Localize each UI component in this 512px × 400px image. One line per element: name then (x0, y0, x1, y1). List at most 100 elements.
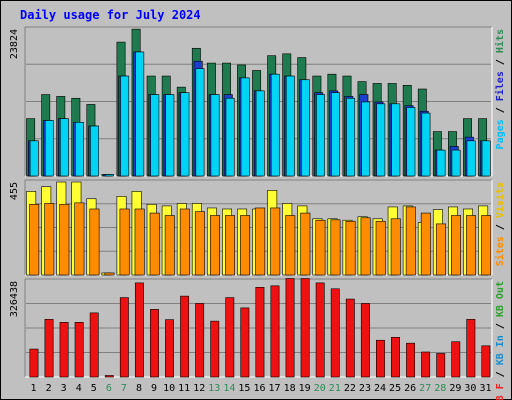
y-axis-max-label-mid: 455 (9, 182, 20, 200)
bar-kb-f-day-6 (104, 375, 114, 378)
bar-pages-day-9 (150, 94, 160, 177)
bar-sites-day-16 (255, 207, 266, 276)
panel-top: 23824 Pages / Files / Hits (9, 26, 506, 177)
bar-sites-day-17 (270, 207, 281, 276)
bar-kb-f-day-10 (165, 319, 174, 378)
bar-kb-f-day-18 (285, 278, 295, 378)
bar-sites-day-5 (89, 208, 100, 276)
bar-sites-day-14 (225, 215, 235, 276)
bar-kb-f-day-19 (300, 278, 310, 378)
bar-sites-day-7 (119, 208, 130, 276)
bar-sites-day-24 (375, 220, 386, 276)
bar-pages-day-24 (376, 103, 386, 177)
bar-kb-f-day-27 (421, 351, 431, 378)
bar-sites-day-31 (481, 215, 492, 276)
bar-pages-day-8 (135, 51, 145, 177)
bar-pages-day-17 (270, 73, 280, 177)
bar-sites-day-1 (29, 203, 40, 276)
legend-entry: / (495, 218, 506, 236)
bar-kb-f-day-15 (240, 307, 250, 378)
x-tick-label: 16 (253, 383, 265, 394)
legend-top: Pages / Files / Hits (494, 29, 506, 149)
bar-kb-f-day-25 (391, 336, 400, 378)
x-tick-label: 20 (314, 383, 326, 394)
bar-sites-day-29 (451, 215, 461, 276)
x-tick-label: 17 (269, 383, 281, 394)
bar-pages-day-22 (346, 97, 356, 177)
bar-kb-f-day-20 (315, 282, 325, 378)
panel-mid: 455 Sites / Visits (9, 179, 506, 276)
x-tick-label: 26 (404, 383, 416, 394)
bar-kb-f-day-8 (134, 282, 144, 378)
x-tick-label: 23 (359, 383, 371, 394)
bar-kb-f-day-11 (180, 295, 190, 378)
x-tick-label: 9 (151, 383, 157, 394)
bar-pages-day-12 (195, 68, 205, 177)
chart-title: Daily usage for July 2024 (20, 8, 201, 22)
bar-pages-day-19 (300, 79, 310, 177)
bar-sites-day-18 (285, 215, 296, 276)
legend-entry: KB F (495, 383, 506, 400)
legend-entry: KB Out (495, 281, 506, 317)
legend-entry: Hits (494, 29, 506, 53)
legend-entry: Files (494, 71, 506, 101)
x-tick-label: 19 (299, 383, 311, 394)
x-tick-label: 18 (284, 383, 296, 394)
x-tick-label: 4 (76, 383, 82, 394)
bar-sites-day-8 (134, 208, 145, 276)
bar-sites-day-22 (345, 220, 356, 276)
legend-mid: Sites / Visits (494, 182, 506, 266)
bar-kb-f-day-23 (360, 303, 370, 378)
bar-sites-day-19 (300, 212, 311, 276)
bar-kb-f-day-30 (466, 319, 476, 378)
bar-sites-day-6 (104, 272, 115, 276)
bar-pages-day-6 (105, 174, 115, 177)
legend-bot: KB F / KB In / KB Out (495, 281, 506, 400)
bar-sites-day-28 (435, 223, 446, 276)
x-tick-label: 27 (419, 383, 431, 394)
bar-sites-day-20 (315, 219, 326, 276)
x-tick-label: 31 (479, 383, 491, 394)
x-tick-label: 2 (46, 383, 52, 394)
legend-entry: / (495, 365, 506, 383)
bar-kb-f-day-24 (375, 339, 385, 378)
bar-kb-f-day-7 (119, 297, 129, 378)
legend-entry: Visits (494, 182, 506, 218)
bar-pages-day-3 (59, 118, 69, 177)
bar-kb-f-day-1 (29, 348, 39, 378)
bar-kb-f-day-17 (270, 285, 280, 378)
bar-pages-day-14 (225, 97, 235, 177)
bar-pages-day-23 (361, 101, 371, 177)
bar-sites-day-21 (330, 219, 341, 276)
bar-kb-f-day-13 (210, 320, 220, 378)
bar-pages-day-25 (391, 103, 401, 177)
bar-sites-day-3 (59, 203, 70, 276)
bar-pages-day-10 (165, 94, 175, 177)
bar-pages-day-11 (180, 92, 190, 177)
bar-sites-day-25 (390, 218, 401, 276)
legend-entry: / (495, 101, 506, 119)
panel-bot: 326438 KB F / KB In / KB Out (9, 278, 506, 400)
x-tick-label: 25 (389, 383, 401, 394)
bar-pages-day-7 (120, 75, 130, 177)
bar-sites-day-2 (44, 203, 55, 276)
bar-kb-f-day-4 (74, 322, 84, 378)
bar-kb-f-day-16 (255, 287, 265, 378)
bar-pages-day-31 (481, 140, 491, 177)
x-tick-label: 3 (61, 383, 67, 394)
x-tick-label: 30 (464, 383, 476, 394)
y-axis-max-label-top: 23824 (9, 29, 20, 59)
bar-kb-f-day-5 (89, 312, 99, 378)
bar-sites-day-9 (149, 212, 160, 276)
bar-pages-day-29 (451, 149, 461, 177)
bar-pages-day-28 (436, 149, 446, 177)
bar-kb-f-day-14 (225, 297, 235, 378)
x-tick-label: 22 (344, 383, 356, 394)
legend-entry: Sites (494, 236, 506, 266)
bar-kb-f-day-3 (59, 322, 69, 378)
x-tick-label: 14 (223, 383, 235, 394)
bar-kb-f-day-9 (150, 309, 159, 378)
bar-sites-day-30 (466, 215, 477, 276)
bar-pages-day-1 (29, 140, 39, 177)
